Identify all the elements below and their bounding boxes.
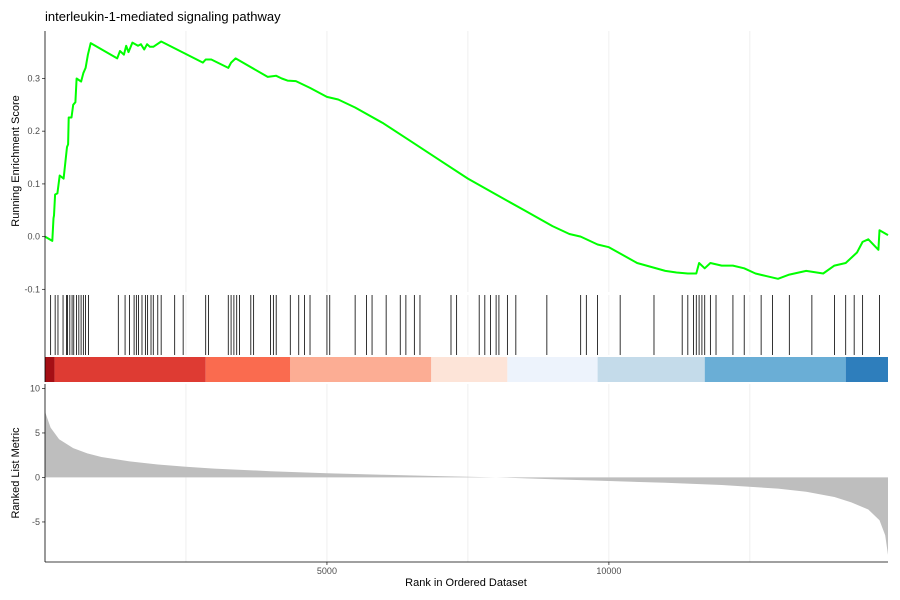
metric-x-ticks: 5000 10000 — [317, 562, 621, 576]
es-y-tick-label: 0.3 — [27, 73, 40, 83]
metric-y-tick-label: 0 — [35, 472, 40, 482]
ranked-list-metric-area — [45, 411, 888, 555]
color-band-segment — [597, 357, 705, 382]
es-gridlines — [185, 31, 751, 292]
hits-panel — [44, 292, 888, 382]
rank-color-band — [45, 357, 888, 382]
es-y-tick-label: 0.0 — [27, 232, 40, 242]
gene-hit-lines — [50, 295, 880, 355]
es-y-tick-label: 0.2 — [27, 126, 40, 136]
metric-y-tick-label: 5 — [35, 428, 40, 438]
chart-title: interleukin-1-mediated signaling pathway — [45, 9, 281, 24]
x-tick-label: 10000 — [596, 566, 621, 576]
color-band-segment — [507, 357, 598, 382]
metric-y-tick-label: 10 — [30, 383, 40, 393]
es-y-tick-label: -0.1 — [24, 284, 40, 294]
x-tick-label: 5000 — [317, 566, 337, 576]
running-enrichment-score-line — [44, 40, 889, 280]
color-band-segment — [704, 357, 846, 382]
color-band-segment — [845, 357, 888, 382]
es-panel: -0.1 0.0 0.1 0.2 0.3 Running Enrichment Scor… — [10, 31, 889, 294]
color-band-segment — [54, 357, 206, 382]
metric-y-axis-title: Ranked List Metric — [10, 427, 22, 519]
es-y-axis-title: Running Enrichment Score — [10, 95, 22, 226]
color-band-segment — [45, 357, 55, 382]
metric-y-tick-label: -5 — [32, 517, 40, 527]
metric-y-ticks: -5 0 5 10 — [30, 383, 45, 527]
color-band-segment — [431, 357, 508, 382]
color-band-segment — [290, 357, 432, 382]
color-band-segment — [205, 357, 291, 382]
es-y-ticks: -0.1 0.0 0.1 0.2 0.3 — [24, 73, 45, 294]
es-y-tick-label: 0.1 — [27, 179, 40, 189]
metric-panel: -5 0 5 10 5000 10000 Ranked List Metric Rank… — [10, 383, 888, 589]
metric-x-axis-title: Rank in Ordered Dataset — [405, 577, 527, 589]
